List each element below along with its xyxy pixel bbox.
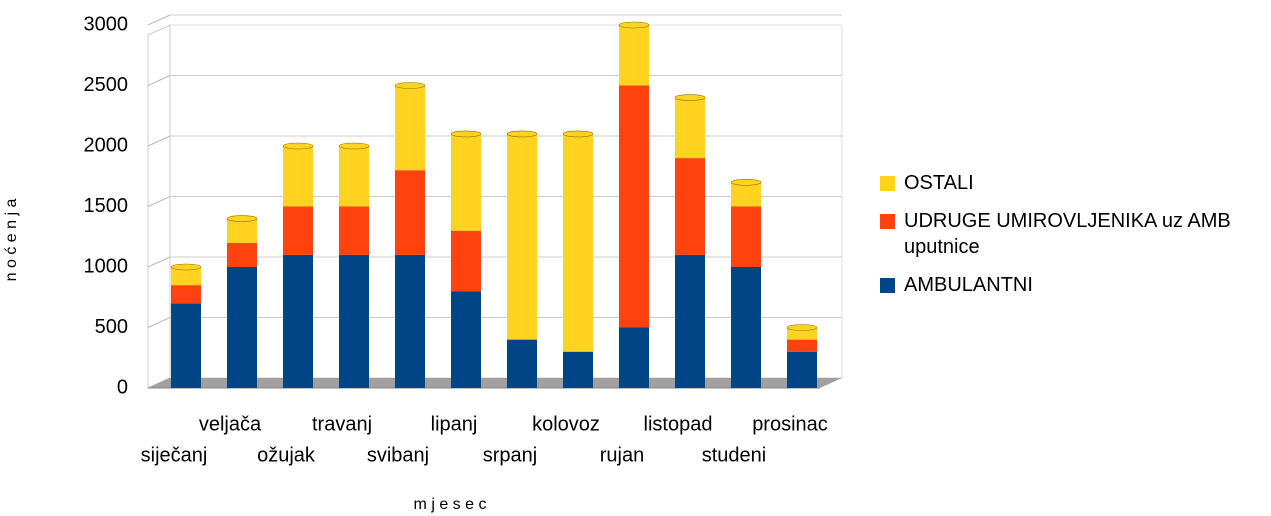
legend-label: AMBULANTNI [904,274,1033,296]
bar-segment [787,351,817,388]
x-tick-label: siječanj [141,444,208,466]
grid-line [147,14,171,26]
bar-segment [731,206,761,267]
bar-segment [283,254,313,388]
x-tick-label: svibanj [367,444,429,466]
x-tick-label: ožujak [257,444,316,466]
side-wall [147,24,171,389]
bar-cap [786,324,818,331]
bar-segment [339,206,369,255]
legend-item: AMBULANTNI [880,272,1270,298]
legend-label: UDRUGE UMIROVLJENIKA uz AMB uputnice [904,210,1231,258]
bar-segment [619,327,649,388]
legend-item: OSTALI [880,170,1270,196]
bar-segment [227,218,257,243]
floor [148,378,842,388]
bar-cap [226,215,258,222]
y-tick-label: 2000 [84,134,129,156]
bar-segment [171,267,201,286]
y-tick-label: 2500 [84,74,129,96]
x-tick-label: studeni [702,444,767,466]
bar-segment [619,25,649,86]
y-tick-label: 3000 [84,13,129,35]
legend-swatch [880,214,895,229]
x-tick-label: travanj [312,413,372,435]
bar-segment [451,133,481,231]
bar-segment [451,291,481,388]
bar-segment [395,85,425,171]
legend-swatch [880,176,895,191]
legend-label: OSTALI [904,172,974,194]
bar-cap [618,21,650,29]
bar-cap [674,94,706,101]
bar-segment [563,133,593,352]
legend-swatch [880,278,895,293]
y-tick-label: 0 [117,376,128,398]
bar-cap [450,130,482,138]
bar-cap [562,130,594,138]
bar-segment [283,206,313,255]
grid-line [147,196,171,207]
bar-segment [171,285,201,304]
bar-segment [675,254,705,388]
grid-line [147,256,171,268]
bar-segment [619,85,649,328]
bar-cap [170,263,202,271]
bar-segment [507,339,537,388]
y-tick-label: 1500 [84,195,129,217]
bar-segment [395,170,425,255]
x-axis-title: m j e s e c [414,496,487,513]
x-tick-label: listopad [644,413,713,435]
x-tick-label: srpanj [483,444,537,466]
grid-line [147,135,171,147]
bar-segment [675,158,705,255]
bar-segment [395,254,425,388]
bar-segment [675,97,705,159]
x-tick-label: prosinac [752,413,828,435]
y-tick-label: 1000 [84,255,129,277]
grid-line [147,317,171,328]
bar-segment [731,267,761,388]
bar-segment [339,254,369,388]
x-tick-label: lipanj [431,413,478,435]
bar-cap [394,82,426,89]
y-axis-title: n o ć e n j a [3,199,20,282]
x-tick-label: kolovoz [532,413,600,435]
bar-segment [283,146,313,207]
legend: OSTALI UDRUGE UMIROVLJENIKA uz AMB uputni… [880,170,1270,310]
y-tick-label: 500 [95,316,128,338]
bar-segment [451,230,481,292]
bar-segment [227,242,257,267]
bar-segment [787,339,817,352]
legend-item: UDRUGE UMIROVLJENIKA uz AMB uputnice [880,208,1270,260]
bar-segment [227,267,257,388]
bar-segment [563,351,593,388]
bar-segment [339,146,369,207]
x-tick-label: veljača [199,413,262,435]
bar-segment [171,303,201,388]
bar-cap [506,130,538,138]
grid-line [147,75,171,86]
x-tick-label: rujan [600,444,644,466]
bar-cap [338,142,370,150]
bar-cap [730,179,762,186]
bar-cap [282,142,314,150]
bar-segment [507,133,537,340]
bar-segment [731,182,761,207]
